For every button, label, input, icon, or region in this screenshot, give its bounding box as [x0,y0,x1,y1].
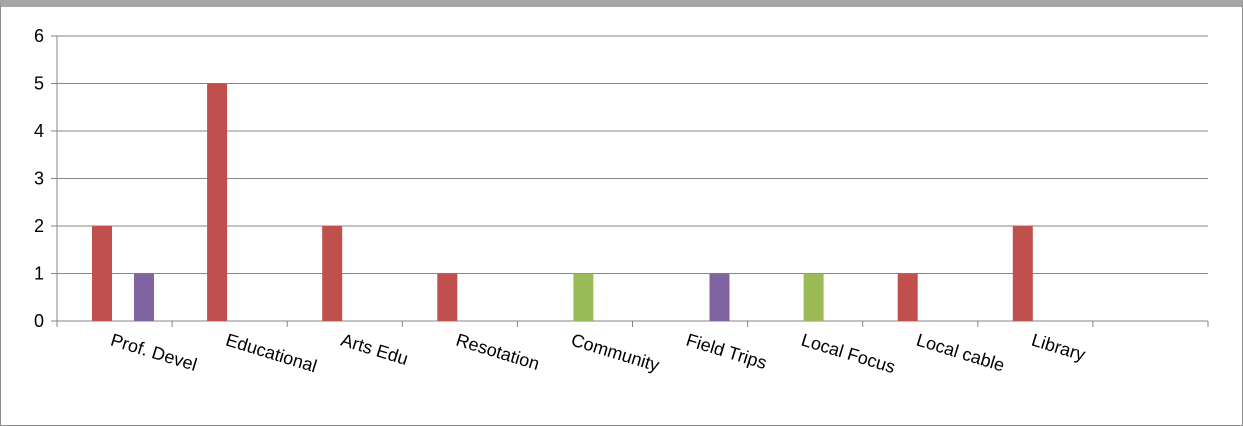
y-tick-label: 3 [34,169,44,189]
bar [437,273,458,321]
bar [134,273,154,321]
category-label: Community [569,330,662,376]
y-tick-label: 2 [34,216,44,236]
y-tick-label: 0 [34,311,44,331]
bar [709,273,730,321]
y-tick-labels: 0 1 2 3 4 5 6 [34,26,44,331]
y-tick-label: 5 [34,74,44,94]
y-tick-label: 1 [34,264,44,284]
category-labels: Prof. Devel Educational Arts Edu Resotation… [108,330,1087,378]
y-tick-label: 4 [34,121,44,141]
category-label: Local Focus [799,330,898,378]
bar [1012,226,1033,321]
category-label: Local cable [914,330,1007,376]
bar [803,273,824,321]
category-label: Educational [223,330,319,377]
category-label: Arts Edu [339,330,411,369]
bar [207,83,228,321]
category-label: Field Trips [684,330,769,373]
y-tick-label: 6 [34,26,44,46]
gridlines [57,35,1208,274]
bars [92,83,1033,321]
category-label: Library [1029,330,1087,365]
bar [92,226,112,321]
bar [322,226,343,321]
bar [573,273,594,321]
category-label: Prof. Devel [108,330,199,375]
bar [897,273,918,321]
category-label: Resotation [454,330,542,374]
